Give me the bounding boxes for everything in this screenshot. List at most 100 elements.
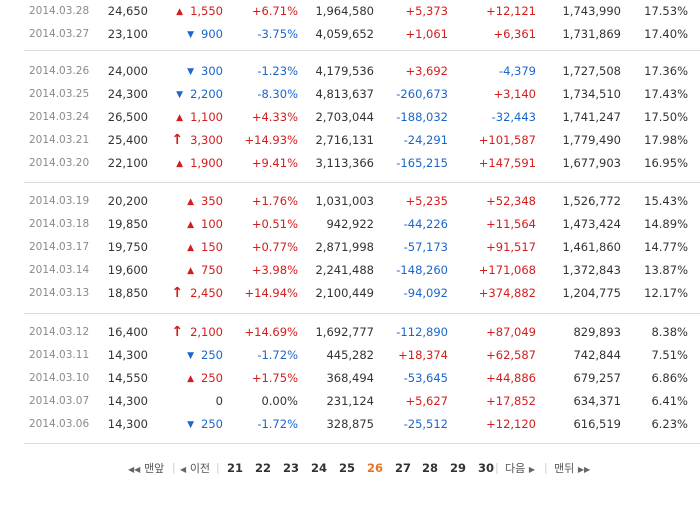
- triangle-up-icon: ▲: [176, 7, 184, 17]
- foreign-net-cell: -4,379: [498, 64, 536, 78]
- table-row: 2014.03.17 19,750 ▲ 150 +0.77% 2,871,998 -57,1…: [0, 236, 700, 259]
- foreign-holdings-cell: 1,473,424: [562, 217, 621, 231]
- triangle-down-icon: ▼: [187, 30, 195, 40]
- prev-page-link[interactable]: ◀ 이전: [180, 462, 211, 475]
- change-rate-cell: +9.41%: [251, 156, 298, 170]
- page-link[interactable]: 24: [311, 461, 328, 475]
- table-row: 2014.03.27 23,100 ▼ 900 -3.75% 4,059,652 +1,06…: [0, 23, 700, 46]
- double-left-arrow-icon: ◀◀: [128, 465, 141, 474]
- change-value: 0: [215, 394, 223, 408]
- row-group-divider: [24, 443, 700, 444]
- first-page-link[interactable]: ◀◀ 맨앞: [128, 462, 165, 475]
- foreign-holdings-cell: 1,779,490: [562, 133, 621, 147]
- change-rate-cell: -1.23%: [257, 64, 298, 78]
- foreign-holdings-cell: 1,741,247: [562, 110, 621, 124]
- date-cell: 2014.03.19: [29, 195, 90, 207]
- next-page-link[interactable]: 다음 ▶: [505, 462, 536, 475]
- change-value: 2,100: [190, 325, 223, 339]
- institution-net-cell: -165,215: [396, 156, 448, 170]
- page-link[interactable]: 30: [478, 461, 495, 475]
- triangle-up-icon: ▲: [187, 243, 195, 253]
- change-rate-cell: +6.71%: [251, 4, 298, 18]
- triangle-up-icon: ▲: [176, 113, 184, 123]
- change-value: 250: [201, 348, 223, 362]
- current-page[interactable]: 26: [367, 461, 384, 475]
- pager-divider: |: [495, 461, 499, 474]
- table-row: 2014.03.28 24,650 ▲ 1,550 +6.71% 1,964,580 +5,…: [0, 0, 700, 23]
- foreign-ratio-cell: 7.51%: [651, 348, 688, 362]
- institution-net-cell: -94,092: [403, 286, 448, 300]
- change-value: 2,450: [190, 286, 223, 300]
- change-cell: ▼ 300: [187, 60, 223, 83]
- table-row: 2014.03.10 14,550 ▲ 250 +1.75% 368,494 -53,645…: [0, 367, 700, 390]
- foreign-ratio-cell: 17.40%: [644, 27, 688, 41]
- date-cell: 2014.03.20: [29, 157, 90, 169]
- change-value: 350: [201, 194, 223, 208]
- page-link[interactable]: 27: [395, 461, 412, 475]
- foreign-ratio-cell: 12.17%: [644, 286, 688, 300]
- close-price-cell: 19,750: [107, 240, 148, 254]
- page-link[interactable]: 29: [450, 461, 467, 475]
- date-cell: 2014.03.25: [29, 88, 90, 100]
- date-cell: 2014.03.12: [29, 326, 90, 338]
- date-cell: 2014.03.26: [29, 65, 90, 77]
- close-price-cell: 26,500: [107, 110, 148, 124]
- foreign-holdings-cell: 1,372,843: [562, 263, 621, 277]
- change-value: 3,300: [190, 133, 223, 147]
- volume-cell: 3,113,366: [315, 156, 374, 170]
- change-rate-cell: 0.00%: [261, 394, 298, 408]
- volume-cell: 1,031,003: [315, 194, 374, 208]
- foreign-holdings-cell: 1,461,860: [562, 240, 621, 254]
- foreign-holdings-cell: 1,204,775: [562, 286, 621, 300]
- close-price-cell: 20,200: [107, 194, 148, 208]
- volume-cell: 1,964,580: [315, 4, 374, 18]
- date-cell: 2014.03.21: [29, 134, 90, 146]
- foreign-net-cell: +12,121: [486, 4, 536, 18]
- page-link[interactable]: 22: [255, 461, 272, 475]
- page-link[interactable]: 21: [227, 461, 244, 475]
- foreign-ratio-cell: 14.77%: [644, 240, 688, 254]
- institution-net-cell: +5,627: [405, 394, 448, 408]
- change-rate-cell: -1.72%: [257, 348, 298, 362]
- page-link[interactable]: 25: [339, 461, 356, 475]
- triangle-down-icon: ▼: [176, 90, 184, 100]
- foreign-net-cell: +374,882: [478, 286, 536, 300]
- close-price-cell: 25,400: [107, 133, 148, 147]
- bold-up-arrow-icon: ↑: [171, 285, 184, 301]
- change-value: 250: [201, 371, 223, 385]
- change-cell: 0: [216, 390, 223, 413]
- date-cell: 2014.03.06: [29, 418, 90, 430]
- triangle-up-icon: ▲: [187, 266, 195, 276]
- right-arrow-icon: ▶: [528, 465, 536, 474]
- change-value: 150: [201, 240, 223, 254]
- change-cell: ↑ 3,300: [171, 129, 223, 152]
- volume-cell: 2,716,131: [315, 133, 374, 147]
- institution-net-cell: -53,645: [403, 371, 448, 385]
- change-value: 100: [201, 217, 223, 231]
- change-value: 1,550: [190, 4, 223, 18]
- foreign-holdings-cell: 1,526,772: [562, 194, 621, 208]
- page-link[interactable]: 23: [283, 461, 300, 475]
- foreign-net-cell: +44,886: [486, 371, 536, 385]
- institution-net-cell: -148,260: [396, 263, 448, 277]
- change-cell: ▲ 1,550: [176, 0, 223, 23]
- table-row: 2014.03.07 14,300 0 0.00% 231,124 +5,627 +17,8…: [0, 390, 700, 413]
- foreign-ratio-cell: 17.36%: [644, 64, 688, 78]
- change-rate-cell: +14.69%: [244, 325, 299, 339]
- foreign-net-cell: +6,361: [493, 27, 536, 41]
- date-cell: 2014.03.17: [29, 241, 90, 253]
- change-cell: ▲ 1,900: [176, 152, 223, 175]
- change-value: 1,900: [190, 156, 223, 170]
- foreign-holdings-cell: 679,257: [573, 371, 621, 385]
- pagination: ◀◀ 맨앞 | ◀ 이전 | 21 22 23 24 25 26 27 28 29 30 | 다음…: [0, 456, 700, 480]
- change-value: 1,100: [190, 110, 223, 124]
- date-cell: 2014.03.11: [29, 349, 90, 361]
- volume-cell: 231,124: [326, 394, 374, 408]
- foreign-holdings-cell: 634,371: [573, 394, 621, 408]
- institution-net-cell: -260,673: [396, 87, 448, 101]
- last-page-link[interactable]: 맨뒤 ▶▶: [554, 462, 591, 475]
- triangle-up-icon: ▲: [187, 374, 195, 384]
- foreign-ratio-cell: 17.98%: [644, 133, 688, 147]
- page-link[interactable]: 28: [422, 461, 439, 475]
